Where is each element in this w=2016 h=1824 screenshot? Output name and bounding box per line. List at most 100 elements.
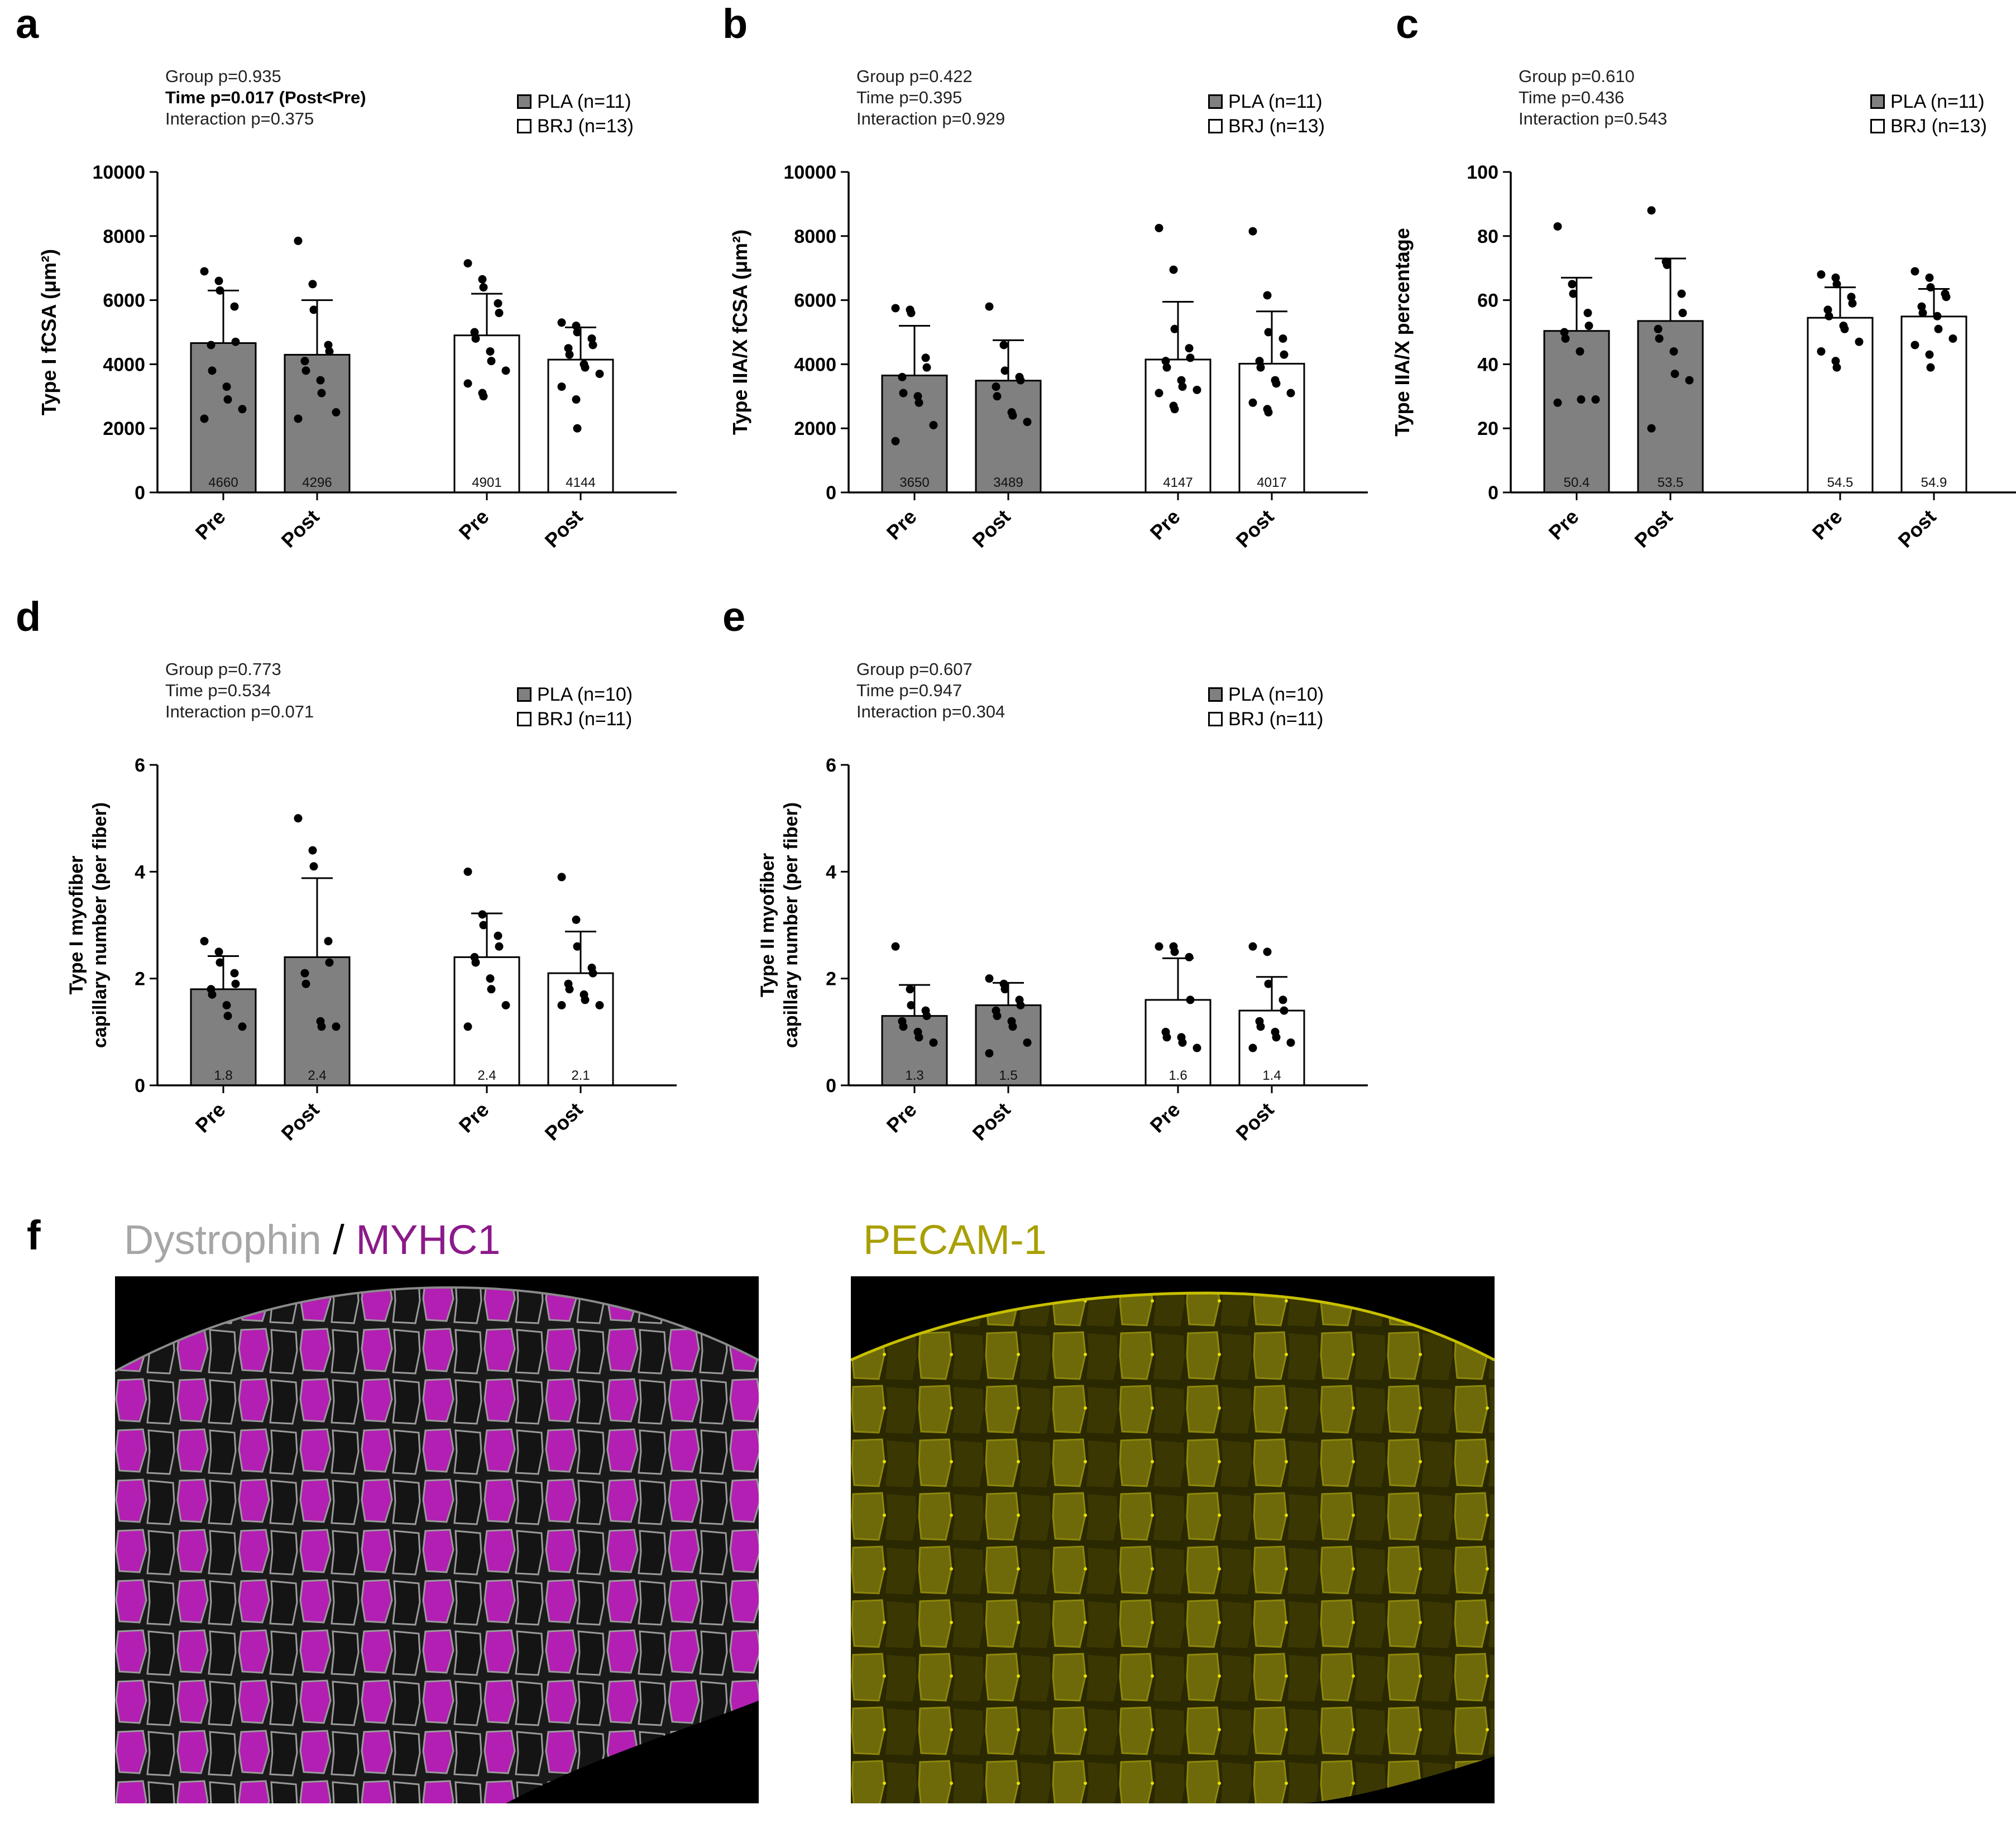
data-point — [501, 366, 510, 375]
stat-time: Time p=0.534 — [165, 681, 271, 700]
x-tick-label: Pre — [191, 505, 230, 544]
stat-interaction: Interaction p=0.929 — [856, 109, 1005, 128]
title-myhc1: MYHC1 — [356, 1217, 501, 1263]
x-tick-label: Pre — [1146, 1098, 1185, 1137]
chart-d: 1.8 2.4 2.4 2.1 0 2 4 6 Pre Post Pre Post Type I myo… — [66, 755, 677, 1145]
value-label: 2.1 — [571, 1068, 590, 1083]
panel-label: c — [1396, 1, 1419, 47]
data-point — [898, 372, 907, 381]
data-point — [1576, 347, 1584, 356]
chart-b: 3650 3489 4147 4017 0 2000 4000 6000 8000 10000 Pr… — [729, 162, 1368, 552]
data-point — [929, 1038, 938, 1047]
data-point — [1170, 324, 1179, 333]
data-point — [1669, 347, 1678, 356]
data-point — [238, 405, 247, 414]
value-label: 4901 — [472, 475, 501, 490]
data-point — [595, 1001, 604, 1009]
data-point — [1577, 395, 1586, 404]
data-point — [1917, 302, 1926, 311]
data-point — [557, 1001, 566, 1009]
data-point — [238, 1022, 247, 1031]
stat-interaction: Interaction p=0.304 — [856, 702, 1005, 721]
x-tick-label: Post — [1232, 1098, 1278, 1145]
y-tick-label: 0 — [135, 482, 145, 504]
data-point — [200, 267, 209, 276]
data-point — [231, 979, 240, 988]
data-point — [1918, 309, 1927, 318]
data-point — [1678, 309, 1687, 318]
legend-item-pla: PLA (n=11) — [1208, 89, 1325, 114]
legend-label: PLA (n=10) — [537, 684, 633, 705]
data-point — [1272, 1033, 1281, 1042]
value-label: 2.4 — [308, 1068, 326, 1083]
panel-d: d Group p=0.773 Time p=0.534 Interaction… — [0, 593, 692, 1179]
data-point — [463, 379, 472, 388]
y-tick-label: 4000 — [794, 354, 836, 375]
legend-item-brj: BRJ (n=13) — [1208, 114, 1325, 138]
data-point — [1008, 411, 1017, 420]
x-tick-label: Pre — [882, 505, 921, 544]
data-point — [1248, 227, 1257, 236]
data-point — [300, 969, 309, 978]
x-tick-label: Pre — [1544, 505, 1583, 544]
data-point — [993, 392, 1002, 401]
data-point — [1647, 424, 1656, 433]
panel-label: d — [16, 593, 41, 640]
data-point — [1155, 942, 1163, 951]
value-label: 4017 — [1257, 475, 1286, 490]
data-point — [1561, 334, 1570, 343]
bar — [1543, 330, 1610, 494]
x-tick-label: Pre — [1146, 505, 1185, 544]
value-label: 1.6 — [1169, 1068, 1187, 1083]
data-point — [1193, 385, 1201, 394]
stat-group: Group p=0.935 — [165, 66, 281, 86]
data-point — [494, 931, 502, 940]
data-point — [1248, 942, 1257, 951]
data-point — [1832, 280, 1841, 289]
data-point — [1817, 270, 1826, 279]
x-tick-label: Post — [968, 1098, 1015, 1145]
data-point — [1256, 1022, 1265, 1031]
data-point — [1560, 328, 1569, 337]
data-point — [495, 309, 504, 318]
data-point — [222, 382, 231, 391]
legend: PLA (n=10) BRJ (n=11) — [1208, 682, 1324, 731]
panel-c: c Group p=0.610 Time p=0.436 Interaction… — [1353, 0, 2016, 586]
data-point — [1832, 363, 1841, 372]
data-point — [907, 1001, 916, 1009]
value-label: 1.4 — [1262, 1068, 1281, 1083]
data-point — [1178, 382, 1187, 391]
data-point — [207, 341, 216, 350]
stat-time: Time p=0.436 — [1519, 88, 1625, 107]
data-point — [1185, 344, 1194, 353]
x-tick-label: Post — [540, 1098, 587, 1145]
data-point — [1569, 289, 1578, 298]
panel-label-f: f — [27, 1212, 41, 1258]
y-axis-label: capillary number (per fiber) — [780, 802, 802, 1048]
data-point — [1591, 395, 1600, 404]
legend-swatch-brj — [1208, 712, 1223, 726]
data-point — [470, 328, 479, 337]
data-point — [1169, 265, 1178, 274]
legend-swatch-pla — [1208, 94, 1223, 109]
data-point — [200, 937, 209, 946]
bar — [547, 972, 614, 1086]
x-tick-label: Pre — [454, 1098, 494, 1137]
data-point — [1583, 309, 1592, 318]
data-point — [308, 846, 317, 855]
value-label: 3650 — [899, 475, 929, 490]
x-tick-label: Post — [277, 1098, 324, 1145]
value-label: 53.5 — [1658, 475, 1684, 490]
data-point — [301, 366, 310, 375]
data-point — [1263, 947, 1272, 956]
data-point — [565, 350, 574, 359]
data-point — [914, 1033, 923, 1042]
data-point — [581, 995, 590, 1004]
data-point — [208, 990, 217, 999]
y-tick-label: 4 — [135, 861, 145, 883]
data-point — [200, 414, 209, 423]
data-point — [1185, 952, 1194, 961]
data-point — [294, 814, 303, 823]
data-point — [891, 437, 900, 446]
data-point — [208, 366, 217, 375]
